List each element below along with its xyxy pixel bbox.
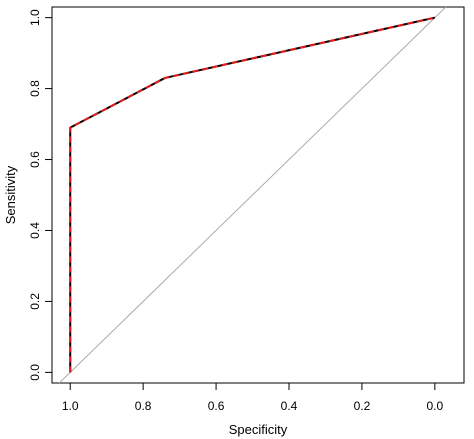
reference-diagonal-layer <box>58 6 447 384</box>
x-tick-label: 0.4 <box>281 399 298 413</box>
y-tick-label: 0.0 <box>28 364 42 381</box>
y-tick-label: 1.0 <box>28 9 42 26</box>
x-tick-label: 0.8 <box>135 399 152 413</box>
y-axis: 0.0 0.2 0.4 0.6 0.8 1.0 <box>28 9 53 381</box>
plot-frame <box>51 6 465 384</box>
x-axis-label: Specificity <box>229 422 288 437</box>
reference-diagonal-line <box>58 6 447 384</box>
y-axis-label: Sensitivity <box>3 165 18 224</box>
x-tick-label: 0.6 <box>208 399 225 413</box>
x-tick-label: 0.2 <box>354 399 371 413</box>
y-tick-label: 0.2 <box>28 293 42 310</box>
roc-curve-line-2 <box>69 16 436 373</box>
series-layer <box>69 16 436 373</box>
y-tick-label: 0.6 <box>28 151 42 168</box>
x-axis: 1.0 0.8 0.6 0.4 0.2 0.0 <box>62 382 443 413</box>
x-tick-label: 1.0 <box>62 399 79 413</box>
y-tick-label: 0.8 <box>28 80 42 97</box>
x-tick-label: 0.0 <box>426 399 443 413</box>
y-tick-label: 0.4 <box>28 222 42 239</box>
